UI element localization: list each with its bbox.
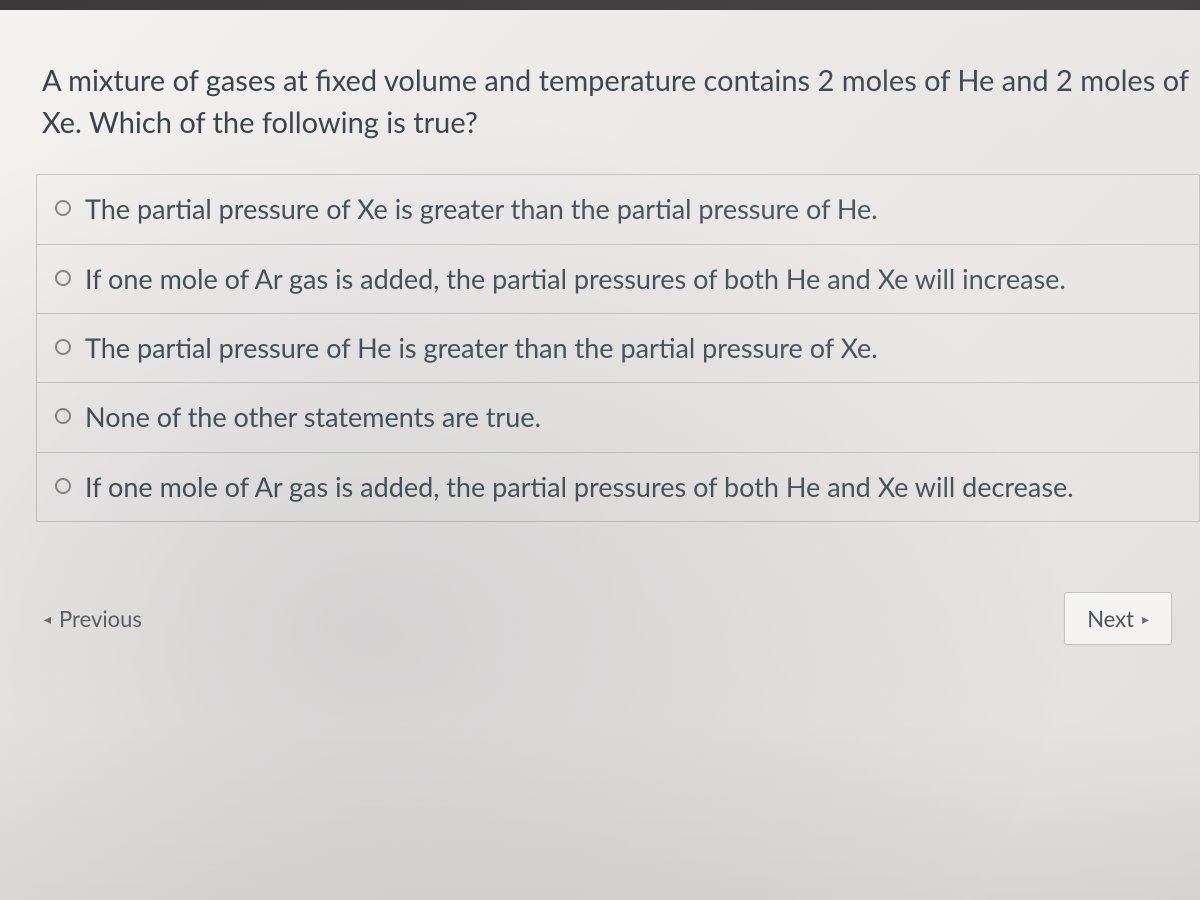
answer-text: If one mole of Ar gas is added, the part…: [85, 261, 1066, 297]
answer-option-1[interactable]: If one mole of Ar gas is added, the part…: [37, 245, 1199, 314]
answer-option-0[interactable]: The partial pressure of Xe is greater th…: [37, 175, 1199, 244]
answers-block: The partial pressure of Xe is greater th…: [36, 174, 1200, 522]
answer-text: The partial pressure of Xe is greater th…: [85, 191, 878, 227]
next-label: Next: [1087, 605, 1134, 632]
answer-text: None of the other statements are true.: [85, 399, 541, 435]
radio-icon: [55, 339, 71, 355]
radio-icon: [55, 200, 71, 216]
screen-bezel: [0, 0, 1200, 10]
answer-text: If one mole of Ar gas is added, the part…: [85, 469, 1074, 505]
answer-option-2[interactable]: The partial pressure of He is greater th…: [37, 314, 1199, 383]
previous-button[interactable]: ◂ Previous: [40, 593, 164, 644]
question-prompt: A mixture of gases at fixed volume and t…: [28, 12, 1200, 174]
answer-option-4[interactable]: If one mole of Ar gas is added, the part…: [37, 453, 1199, 521]
nav-row: ◂ Previous Next ▸: [28, 592, 1200, 645]
quiz-container: A mixture of gases at fixed volume and t…: [28, 12, 1200, 900]
next-button[interactable]: Next ▸: [1064, 592, 1172, 645]
radio-icon: [55, 408, 71, 424]
radio-icon: [55, 478, 71, 494]
answer-text: The partial pressure of He is greater th…: [85, 330, 878, 366]
quiz-page: A mixture of gases at fixed volume and t…: [0, 0, 1200, 900]
chevron-right-icon: ▸: [1142, 610, 1149, 628]
radio-icon: [55, 270, 71, 286]
previous-label: Previous: [59, 605, 142, 632]
answer-option-3[interactable]: None of the other statements are true.: [37, 383, 1199, 452]
chevron-left-icon: ◂: [44, 610, 51, 628]
